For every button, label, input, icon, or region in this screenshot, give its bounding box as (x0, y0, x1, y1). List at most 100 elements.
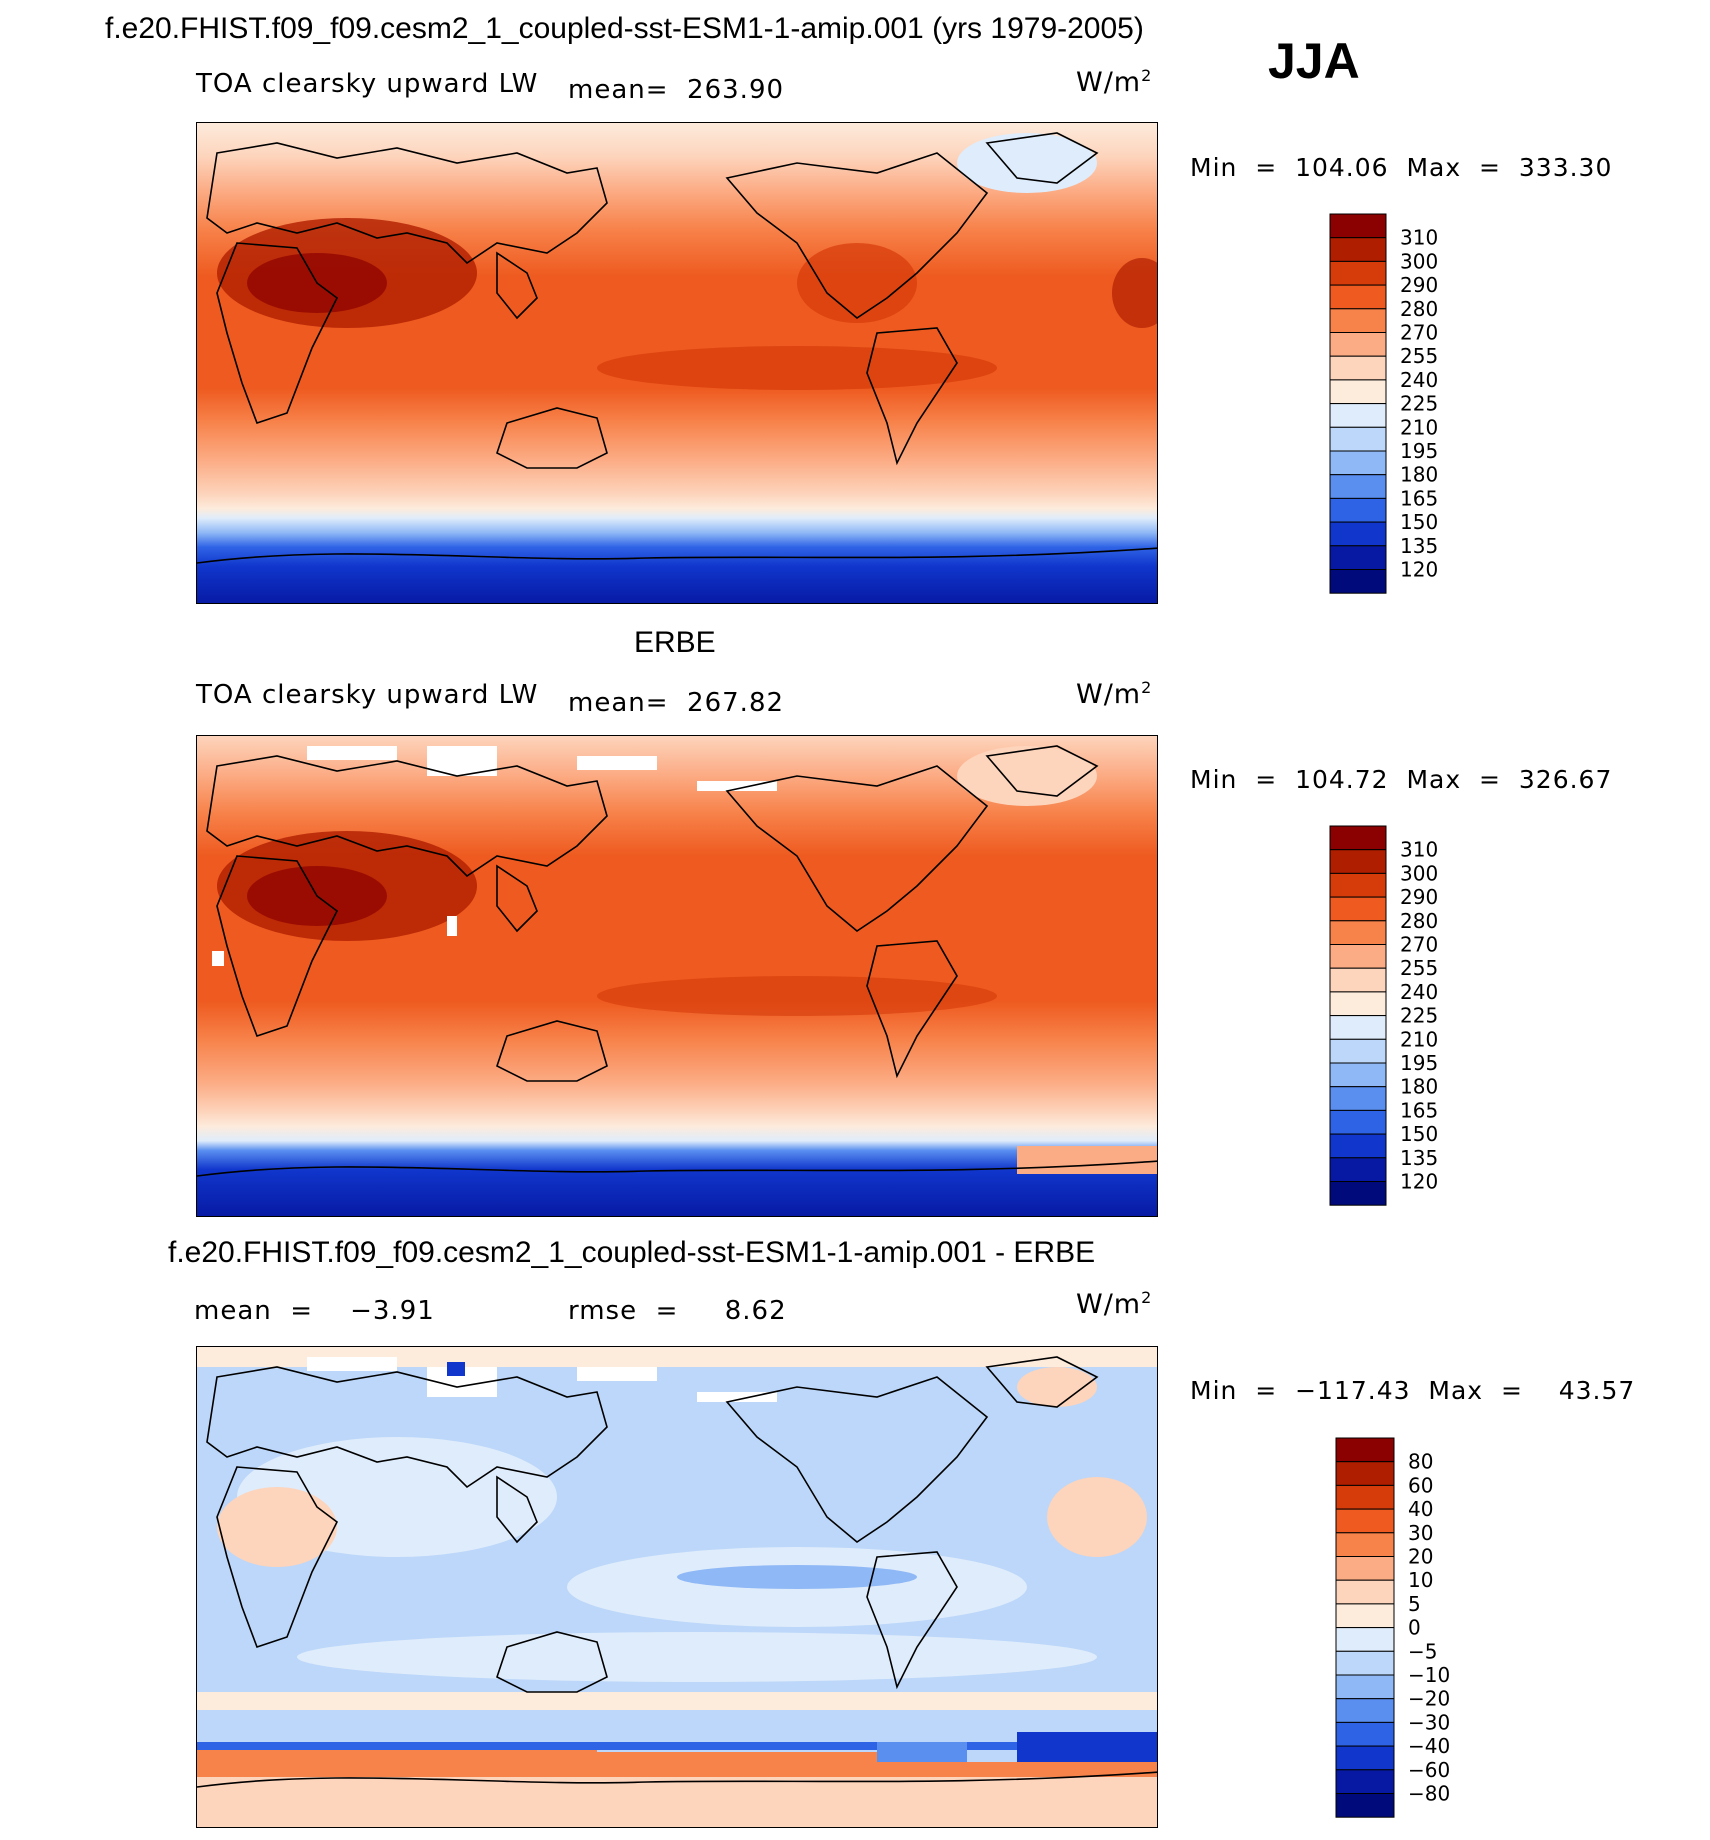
colorbar-swatch (1329, 991, 1387, 1017)
colorbar-tick-label: −20 (1408, 1687, 1450, 1711)
colorbar-tick-label: 120 (1400, 1170, 1438, 1194)
colorbar-swatch (1335, 1603, 1395, 1629)
colorbar-swatch (1329, 849, 1387, 874)
colorbar-swatch (1335, 1556, 1395, 1581)
colorbar-swatch (1335, 1532, 1395, 1558)
panel3-mean: mean = −3.91 (194, 1296, 435, 1326)
colorbar-tick-label: 240 (1400, 368, 1438, 392)
colorbar-tick-label: −60 (1408, 1758, 1450, 1782)
colorbar-swatch (1329, 825, 1387, 851)
panel2-colorbar-svg: 3103002902802702552402252101951801651501… (1329, 825, 1438, 1206)
panel1-minmax: Min = 104.06 Max = 333.30 (1190, 153, 1613, 182)
colorbar-tick-label: −10 (1408, 1663, 1450, 1687)
colorbar-swatch (1329, 237, 1387, 262)
panel2-variable-label: TOA clearsky upward LW (196, 680, 539, 710)
panel2-colorbar: 310 300 290 280 270 255 240 225 210 195 180 165 150 1… (1329, 825, 1470, 1211)
colorbar-swatch (1335, 1769, 1395, 1794)
panel2-minmax: Min = 104.72 Max = 326.67 (1190, 765, 1613, 794)
colorbar-tick-label: −40 (1408, 1734, 1450, 1758)
panel1-colorbar: 310 300 290 280 270 255 240 225 210 195 180 165 150 1… (1329, 213, 1470, 599)
colorbar-tick-label: 135 (1400, 534, 1438, 558)
colorbar-tick-label: 195 (1400, 1051, 1438, 1075)
colorbar-tick-label: 120 (1400, 558, 1438, 582)
colorbar-tick-label: 300 (1400, 861, 1438, 885)
colorbar-swatch (1329, 1133, 1387, 1159)
colorbar-swatch (1329, 1157, 1387, 1182)
panel3-minmax: Min = −117.43 Max = 43.57 (1190, 1376, 1636, 1405)
colorbar-swatch (1329, 569, 1387, 594)
panel1-mean: mean= 263.90 (568, 75, 785, 105)
colorbar-swatch (1329, 545, 1387, 570)
colorbar-swatch (1329, 1086, 1387, 1111)
colorbar-swatch (1329, 426, 1387, 452)
colorbar-tick-label: −80 (1408, 1782, 1450, 1806)
colorbar-tick-label: 255 (1400, 344, 1438, 368)
colorbar-swatch (1335, 1627, 1395, 1652)
panel3-title: f.e20.FHIST.f09_f09.cesm2_1_coupled-sst-… (168, 1236, 1096, 1269)
colorbar-swatch (1329, 497, 1387, 523)
colorbar-tick-label: 280 (1400, 909, 1438, 933)
season-label: JJA (1268, 33, 1360, 89)
panel2-title: ERBE (634, 626, 716, 659)
colorbar-tick-label: 195 (1400, 439, 1438, 463)
colorbar-tick-label: 310 (1400, 226, 1438, 250)
colorbar-swatch (1335, 1674, 1395, 1700)
colorbar-swatch (1329, 332, 1387, 357)
colorbar-tick-label: 60 (1408, 1473, 1433, 1497)
colorbar-swatch (1335, 1793, 1395, 1818)
colorbar-tick-label: 255 (1400, 956, 1438, 980)
colorbar-tick-label: 165 (1400, 1098, 1438, 1122)
colorbar-tick-label: −30 (1408, 1710, 1450, 1734)
colorbar-tick-label: 20 (1408, 1545, 1433, 1569)
colorbar-tick-label: 270 (1400, 933, 1438, 957)
panel1-variable-label: TOA clearsky upward LW (196, 69, 539, 99)
colorbar-tick-label: 290 (1400, 273, 1438, 297)
panel3-map (196, 1346, 1158, 1828)
colorbar-swatch (1329, 308, 1387, 334)
panel1-map (196, 122, 1158, 604)
colorbar-tick-label: 280 (1400, 297, 1438, 321)
colorbar-tick-label: 40 (1408, 1497, 1433, 1521)
colorbar-swatch (1335, 1698, 1395, 1723)
colorbar-tick-label: 135 (1400, 1146, 1438, 1170)
colorbar-tick-label: 180 (1400, 1075, 1438, 1099)
colorbar-swatch (1329, 1015, 1387, 1040)
panel1-colorbar-svg: 3103002902802702552402252101951801651501… (1329, 213, 1438, 594)
colorbar-swatch (1329, 872, 1387, 898)
colorbar-swatch (1335, 1484, 1395, 1510)
colorbar-tick-label: 0 (1408, 1616, 1421, 1640)
colorbar-swatch (1329, 403, 1387, 428)
colorbar-swatch (1335, 1650, 1395, 1676)
colorbar-swatch (1329, 944, 1387, 969)
panel2-map-svg (197, 736, 1157, 1216)
colorbar-tick-label: 5 (1408, 1592, 1421, 1616)
colorbar-swatch (1329, 1181, 1387, 1206)
colorbar-swatch (1335, 1461, 1395, 1486)
colorbar-tick-label: 210 (1400, 415, 1438, 439)
colorbar-swatch (1329, 474, 1387, 499)
panel1-units: W/m2 (1076, 66, 1153, 98)
colorbar-tick-label: 225 (1400, 1004, 1438, 1028)
colorbar-tick-label: 290 (1400, 885, 1438, 909)
colorbar-tick-label: 80 (1408, 1450, 1433, 1474)
panel2-units: W/m2 (1076, 678, 1153, 710)
colorbar-swatch (1335, 1745, 1395, 1771)
colorbar-tick-label: 210 (1400, 1027, 1438, 1051)
colorbar-tick-label: 270 (1400, 321, 1438, 345)
colorbar-swatch (1329, 1062, 1387, 1088)
colorbar-swatch (1335, 1721, 1395, 1747)
colorbar-swatch (1329, 967, 1387, 993)
colorbar-swatch (1329, 355, 1387, 381)
panel3-map-svg (197, 1347, 1157, 1827)
panel3-units: W/m2 (1076, 1288, 1153, 1320)
panel1-map-svg (197, 123, 1157, 603)
colorbar-swatch (1329, 920, 1387, 946)
colorbar-swatch (1335, 1437, 1395, 1463)
colorbar-tick-label: 180 (1400, 463, 1438, 487)
colorbar-tick-label: 30 (1408, 1521, 1433, 1545)
colorbar-swatch (1329, 450, 1387, 476)
colorbar-tick-label: 165 (1400, 486, 1438, 510)
panel3-rmse: rmse = 8.62 (568, 1296, 787, 1326)
colorbar-tick-label: −5 (1408, 1639, 1437, 1663)
